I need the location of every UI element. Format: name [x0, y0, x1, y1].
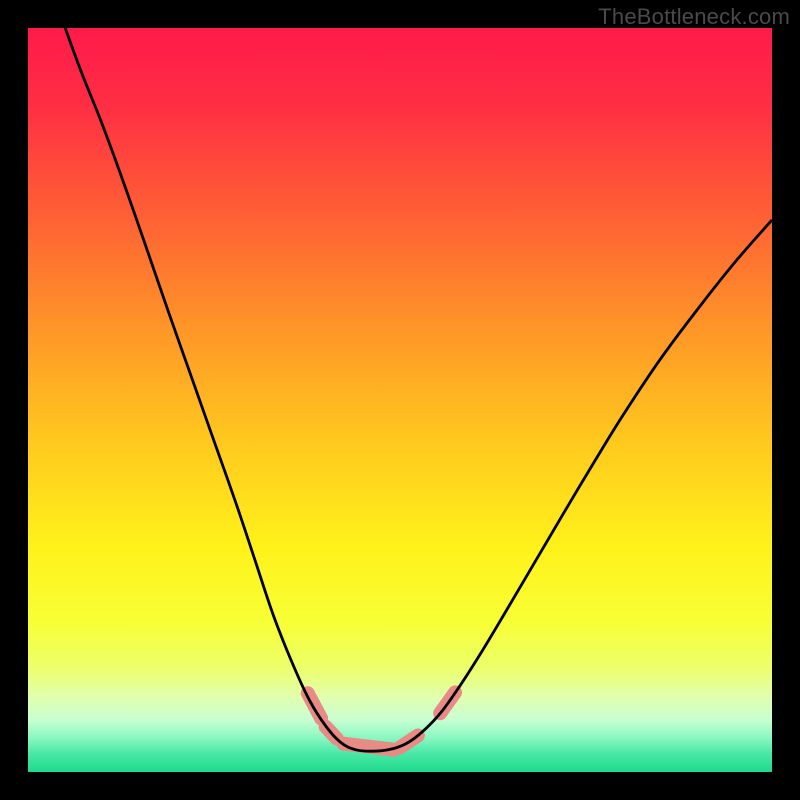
gradient-background: [28, 28, 772, 772]
watermark-text: TheBottleneck.com: [598, 4, 790, 30]
bottleneck-chart: [28, 28, 772, 772]
plot-area: [28, 28, 772, 772]
chart-container: TheBottleneck.com: [0, 0, 800, 800]
